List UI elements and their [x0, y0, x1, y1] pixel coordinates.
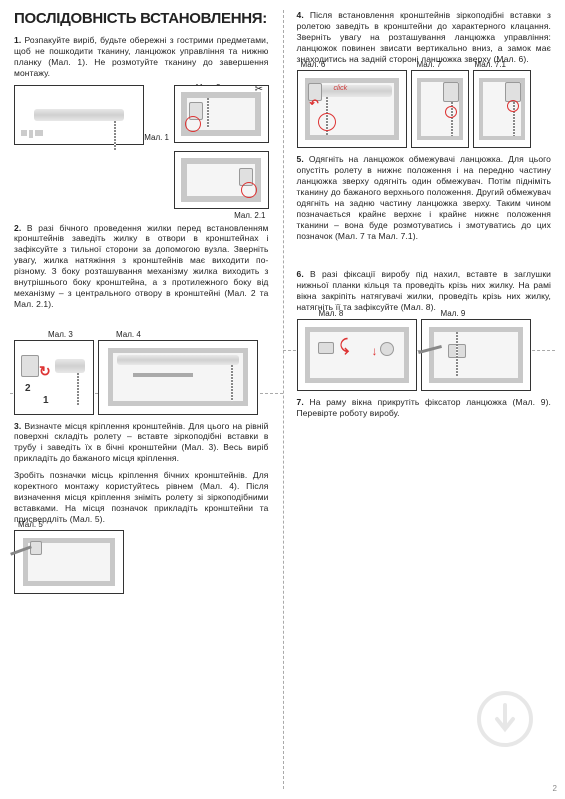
fig-row-1: Мал. 1 Мал. 2 ✂ — [14, 85, 269, 145]
page-title: ПОСЛІДОВНІСТЬ ВСТАНОВЛЕННЯ: — [14, 10, 269, 27]
fig-row-671: Мал. 6 click ↶ Мал. 7 — [297, 70, 552, 148]
step-3-text: 3. Визначте місця кріплення кронштейнів.… — [14, 421, 269, 465]
fig-9-label: Мал. 9 — [441, 309, 466, 318]
fig-row-5: Мал. 5 — [14, 530, 269, 594]
step-7-text: 7. На раму вікна прикрутіть фіксатор лан… — [297, 397, 552, 419]
step-2-text: 2. В разі бічного проведення жилки перед… — [14, 223, 269, 310]
figure-3: 2 1 ↻ — [14, 340, 94, 415]
step-1-text: 1. Розпакуйте виріб, будьте обережні з г… — [14, 35, 269, 79]
figure-1: Мал. 1 — [14, 85, 144, 145]
figure-7 — [411, 70, 469, 148]
fig-3-label: Мал. 3 — [48, 330, 73, 339]
click-label: click — [334, 85, 348, 92]
step-3b-text: Зробіть позначки місць кріплення бічних … — [14, 470, 269, 524]
page-number: 2 — [553, 784, 557, 793]
figure-5 — [14, 530, 124, 594]
fig-row-21: Мал. 2.1 — [14, 151, 269, 209]
fig-8-label: Мал. 8 — [319, 309, 344, 318]
figure-7-1 — [473, 70, 531, 148]
fig-6-label: Мал. 6 — [301, 60, 326, 69]
figure-2-1: Мал. 2.1 — [174, 151, 269, 209]
figure-6: click ↶ — [297, 70, 407, 148]
fig-5-label: Мал. 5 — [18, 520, 43, 529]
step-6-text: 6. В разі фіксації виробу під нахил, вст… — [297, 269, 552, 313]
fig-row-34: Мал. 3 2 1 ↻ Мал. 4 — [14, 340, 269, 415]
fig-21-label: Мал. 2.1 — [234, 211, 265, 220]
figure-4 — [98, 340, 258, 415]
figure-8: ⤹ ↓ — [297, 319, 417, 391]
figure-9 — [421, 319, 531, 391]
watermark-icon — [475, 689, 535, 749]
fig-7-label: Мал. 7 — [417, 60, 442, 69]
fig-4-label: Мал. 4 — [116, 330, 141, 339]
fig-71-label: Мал. 7.1 — [475, 60, 506, 69]
figure-2: ✂ — [174, 85, 269, 143]
step-5-text: 5. Одягніть на ланцюжок обмежувачі ланцю… — [297, 154, 552, 241]
step-4-text: 4. Після встановлення кронштейнів зіркоп… — [297, 10, 552, 64]
fig-row-89: Мал. 8 ⤹ ↓ Мал. 9 — [297, 319, 552, 391]
